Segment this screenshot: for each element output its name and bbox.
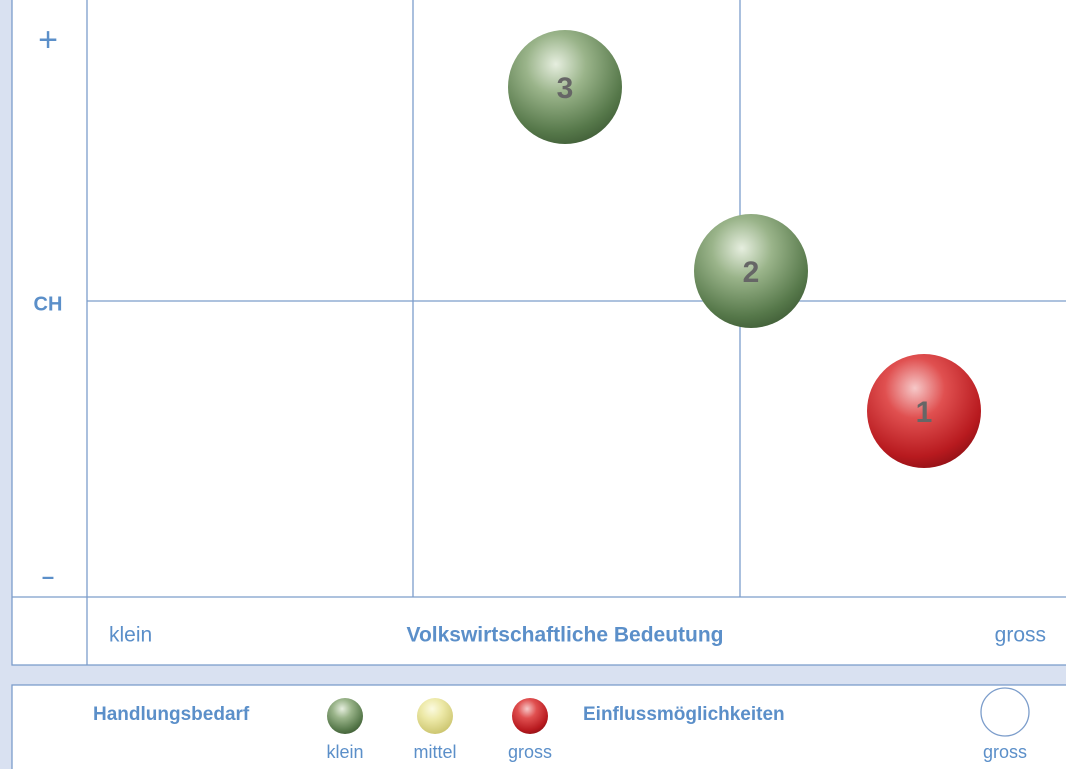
- legend-label: mittel: [413, 742, 456, 762]
- bubble-label: 2: [743, 256, 760, 289]
- bubble: [508, 30, 622, 144]
- bubble-label: 1: [916, 396, 933, 429]
- bubble-label: 3: [557, 72, 574, 105]
- y-bottom-label: –: [42, 564, 54, 589]
- legend-size-circle: [980, 687, 1030, 737]
- x-right-label: gross: [995, 624, 1046, 647]
- legend-ball: [327, 698, 363, 734]
- bubble: [867, 354, 981, 468]
- legend-label: klein: [326, 742, 363, 762]
- dynamic-layer: 3 2 1 klein mittel gross: [326, 30, 981, 762]
- y-middle-label: CH: [34, 293, 63, 315]
- legend-ball: [512, 698, 548, 734]
- legend-ball: [417, 698, 453, 734]
- y-top-label: +: [38, 21, 58, 59]
- bubble: [694, 214, 808, 328]
- legend-label: gross: [508, 742, 552, 762]
- legend-title: Handlungsbedarf: [93, 704, 250, 725]
- legend-title: Einflussmöglichkeiten: [583, 704, 785, 725]
- x-left-label: klein: [109, 624, 152, 647]
- legend-label: gross: [983, 742, 1027, 762]
- x-title: Volkswirtschaftliche Bedeutung: [407, 624, 724, 647]
